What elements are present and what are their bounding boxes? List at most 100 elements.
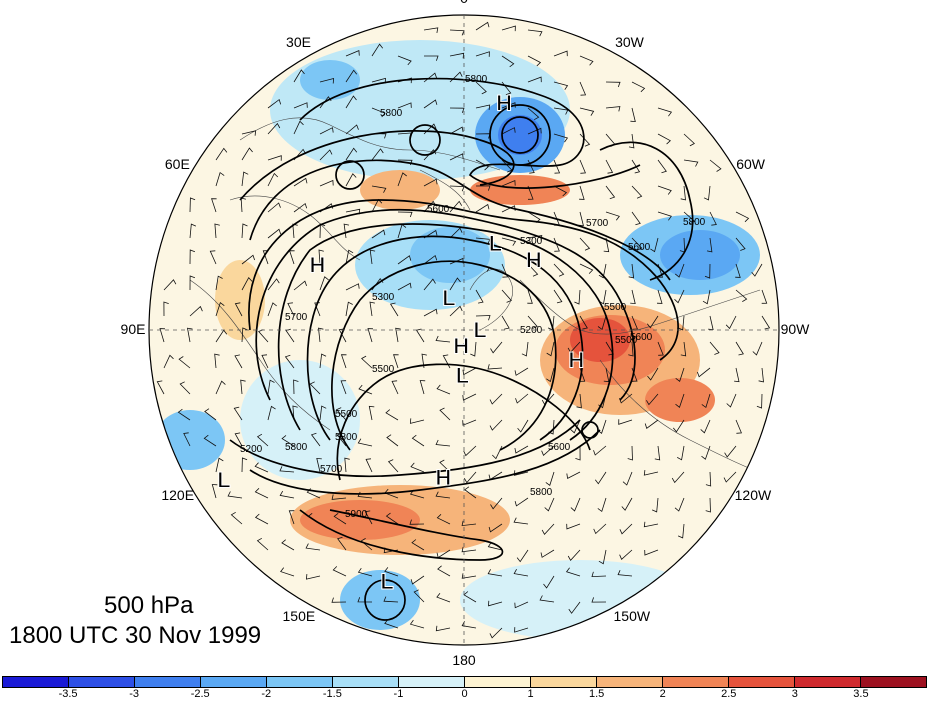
wind-barb — [214, 353, 220, 369]
wind-barb — [421, 353, 427, 369]
wind-barb — [386, 434, 399, 447]
wind-barb — [735, 419, 742, 434]
colorbar-segment — [69, 677, 135, 687]
wind-barb — [365, 458, 373, 473]
contour-label: 5500 — [604, 302, 627, 313]
longitude-label: 180 — [452, 652, 476, 668]
wind-barb — [726, 393, 737, 408]
wind-barb — [546, 341, 555, 357]
wind-barb — [644, 419, 659, 429]
colorbar-segment — [333, 677, 399, 687]
wind-barb — [579, 315, 588, 330]
wind-barb — [240, 379, 246, 395]
contour-label: 5600 — [628, 242, 651, 253]
wind-barb — [570, 419, 581, 434]
wind-barb — [227, 491, 243, 499]
wind-barb — [516, 549, 529, 563]
wind-barb — [628, 263, 635, 279]
wind-barb — [267, 98, 282, 109]
wind-barb — [605, 211, 620, 221]
high-pressure-center: H — [568, 348, 584, 373]
wind-barb — [397, 102, 412, 109]
wind-barb — [546, 367, 555, 383]
wind-barb — [293, 379, 299, 395]
colorbar-segment — [597, 677, 663, 687]
contour-label: 5600 — [548, 442, 571, 453]
wind-barb — [209, 250, 217, 265]
wind-barb — [539, 595, 555, 603]
wind-barb — [241, 147, 253, 161]
wind-barb — [475, 21, 490, 31]
wind-barb — [183, 432, 191, 447]
wind-barb — [597, 497, 607, 513]
wind-barb — [287, 302, 295, 317]
wind-barb — [517, 419, 529, 433]
wind-barb — [700, 419, 711, 434]
wind-barb — [514, 445, 529, 454]
wind-barb — [463, 445, 477, 457]
wind-barb — [331, 494, 347, 500]
wind-barb — [553, 81, 569, 90]
wind-barb — [215, 380, 226, 395]
wind-barb — [156, 380, 165, 395]
longitude-label: 120W — [734, 486, 772, 503]
colorbar-tick-label: -1.5 — [322, 688, 342, 700]
wind-barb — [367, 328, 374, 343]
wind-barb — [215, 171, 225, 187]
wind-barb — [675, 367, 685, 382]
wind-barb — [267, 155, 282, 161]
wind-barb — [267, 228, 282, 239]
wind-barb — [371, 43, 384, 57]
wind-barb — [545, 471, 555, 486]
low-pressure-center: L — [473, 318, 486, 343]
wind-barb — [527, 55, 542, 67]
longitude-label: 150W — [613, 607, 651, 624]
colorbar-tick-label: -3 — [129, 688, 140, 700]
wind-barb — [593, 445, 607, 456]
wind-barb — [340, 380, 347, 395]
wind-barb — [361, 355, 373, 369]
wind-barb — [487, 364, 503, 370]
wind-barb — [292, 223, 298, 239]
wind-barb — [305, 543, 321, 551]
wind-barb — [527, 263, 539, 277]
wind-barb — [490, 341, 503, 354]
wind-barb — [267, 172, 279, 187]
wind-barb — [189, 197, 196, 213]
wind-barb — [267, 278, 280, 291]
wind-barb — [475, 289, 484, 304]
wind-barb — [461, 621, 477, 629]
wind-barb — [424, 55, 439, 61]
colorbar-segment — [861, 677, 926, 687]
wind-barb — [319, 353, 327, 369]
wind-barb — [703, 185, 711, 201]
wind-barb — [310, 432, 321, 447]
colorbar-segment — [795, 677, 861, 687]
wind-barb — [761, 315, 771, 330]
longitude-label: 90E — [120, 321, 146, 337]
wind-barb — [514, 601, 529, 609]
wind-barb — [293, 280, 307, 291]
wind-barb — [439, 407, 451, 421]
high-pressure-center: H — [453, 333, 469, 358]
wind-barb — [619, 523, 633, 535]
wind-barb — [527, 185, 534, 200]
wind-barb — [234, 302, 243, 317]
wind-barb — [697, 367, 711, 378]
contour-label: 5600 — [427, 204, 450, 215]
longitude-label: 150E — [282, 607, 316, 624]
wind-barb — [371, 229, 386, 239]
wind-barb — [475, 315, 491, 321]
longitude-label: 60W — [736, 155, 766, 172]
wind-barb — [723, 471, 737, 483]
wind-barb — [501, 127, 516, 135]
colorbar-segment — [465, 677, 531, 687]
wind-barb — [631, 315, 638, 330]
wind-barb — [541, 445, 555, 456]
wind-barb — [622, 471, 633, 486]
colorbar-tick-label: -2 — [261, 688, 272, 700]
wind-barb — [384, 567, 399, 577]
wind-barb — [215, 457, 224, 473]
colorbar-tick-label: -3.5 — [58, 688, 78, 700]
wind-barb — [514, 627, 529, 633]
